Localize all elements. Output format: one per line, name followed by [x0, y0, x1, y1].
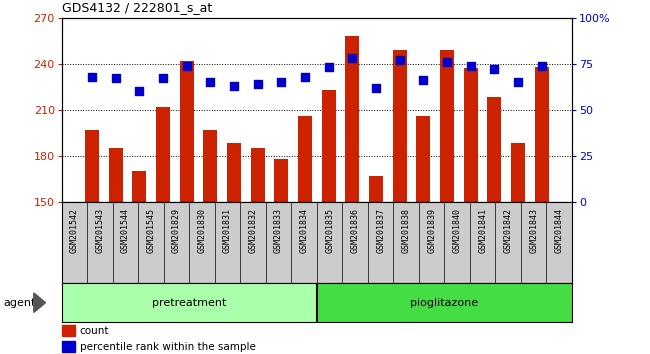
Point	[87, 74, 98, 79]
Bar	[133, 171, 146, 354]
Bar	[62, 283, 317, 322]
Text: GSM201836: GSM201836	[350, 208, 359, 253]
Point	[252, 81, 263, 87]
Bar	[416, 116, 430, 354]
Text: GSM201543: GSM201543	[96, 208, 105, 253]
Text: GSM201837: GSM201837	[376, 208, 385, 253]
Point	[536, 63, 547, 68]
Bar	[109, 148, 123, 354]
Bar	[62, 325, 75, 336]
Text: GSM201842: GSM201842	[504, 208, 513, 253]
Text: count: count	[79, 326, 109, 336]
Point	[371, 85, 382, 91]
Text: GSM201829: GSM201829	[172, 208, 181, 253]
Point	[489, 67, 500, 72]
Text: GSM201841: GSM201841	[478, 208, 488, 253]
Bar	[274, 159, 289, 354]
Bar	[251, 148, 265, 354]
Bar	[227, 143, 241, 354]
Text: pretreatment: pretreatment	[152, 298, 226, 308]
Text: GSM201833: GSM201833	[274, 208, 283, 253]
Bar	[156, 107, 170, 354]
Bar	[488, 97, 501, 354]
Text: percentile rank within the sample: percentile rank within the sample	[79, 342, 255, 352]
Bar	[463, 68, 478, 354]
Text: agent: agent	[3, 298, 36, 308]
Point	[300, 74, 310, 79]
Bar	[85, 130, 99, 354]
Text: GSM201843: GSM201843	[529, 208, 538, 253]
Bar	[317, 283, 572, 322]
Point	[442, 59, 452, 65]
Bar	[322, 90, 336, 354]
Bar	[534, 67, 549, 354]
Text: GSM201545: GSM201545	[146, 208, 155, 253]
Text: GDS4132 / 222801_s_at: GDS4132 / 222801_s_at	[62, 1, 212, 14]
Point	[111, 76, 121, 81]
Text: GSM201830: GSM201830	[198, 208, 207, 253]
Text: GSM201544: GSM201544	[121, 208, 130, 253]
Bar	[62, 341, 75, 353]
Bar	[440, 50, 454, 354]
Point	[181, 63, 192, 68]
Point	[347, 55, 358, 61]
Point	[395, 57, 405, 63]
Bar	[345, 36, 359, 354]
Point	[513, 79, 523, 85]
Point	[205, 79, 216, 85]
Text: GSM201832: GSM201832	[248, 208, 257, 253]
Text: GSM201840: GSM201840	[452, 208, 462, 253]
Text: GSM201542: GSM201542	[70, 208, 79, 253]
Text: GSM201844: GSM201844	[554, 208, 564, 253]
Bar	[369, 176, 383, 354]
Bar	[179, 61, 194, 354]
Point	[158, 76, 168, 81]
Bar	[393, 50, 407, 354]
Point	[324, 64, 334, 70]
Bar	[298, 116, 312, 354]
Point	[134, 88, 144, 94]
Point	[276, 79, 287, 85]
Text: GSM201835: GSM201835	[325, 208, 334, 253]
Text: pioglitazone: pioglitazone	[410, 298, 478, 308]
Text: GSM201838: GSM201838	[402, 208, 411, 253]
Bar	[511, 143, 525, 354]
Text: GSM201834: GSM201834	[300, 208, 309, 253]
Bar	[203, 130, 218, 354]
Point	[465, 63, 476, 68]
Point	[229, 83, 239, 88]
Text: GSM201831: GSM201831	[223, 208, 232, 253]
Point	[418, 78, 428, 83]
Text: GSM201839: GSM201839	[427, 208, 436, 253]
